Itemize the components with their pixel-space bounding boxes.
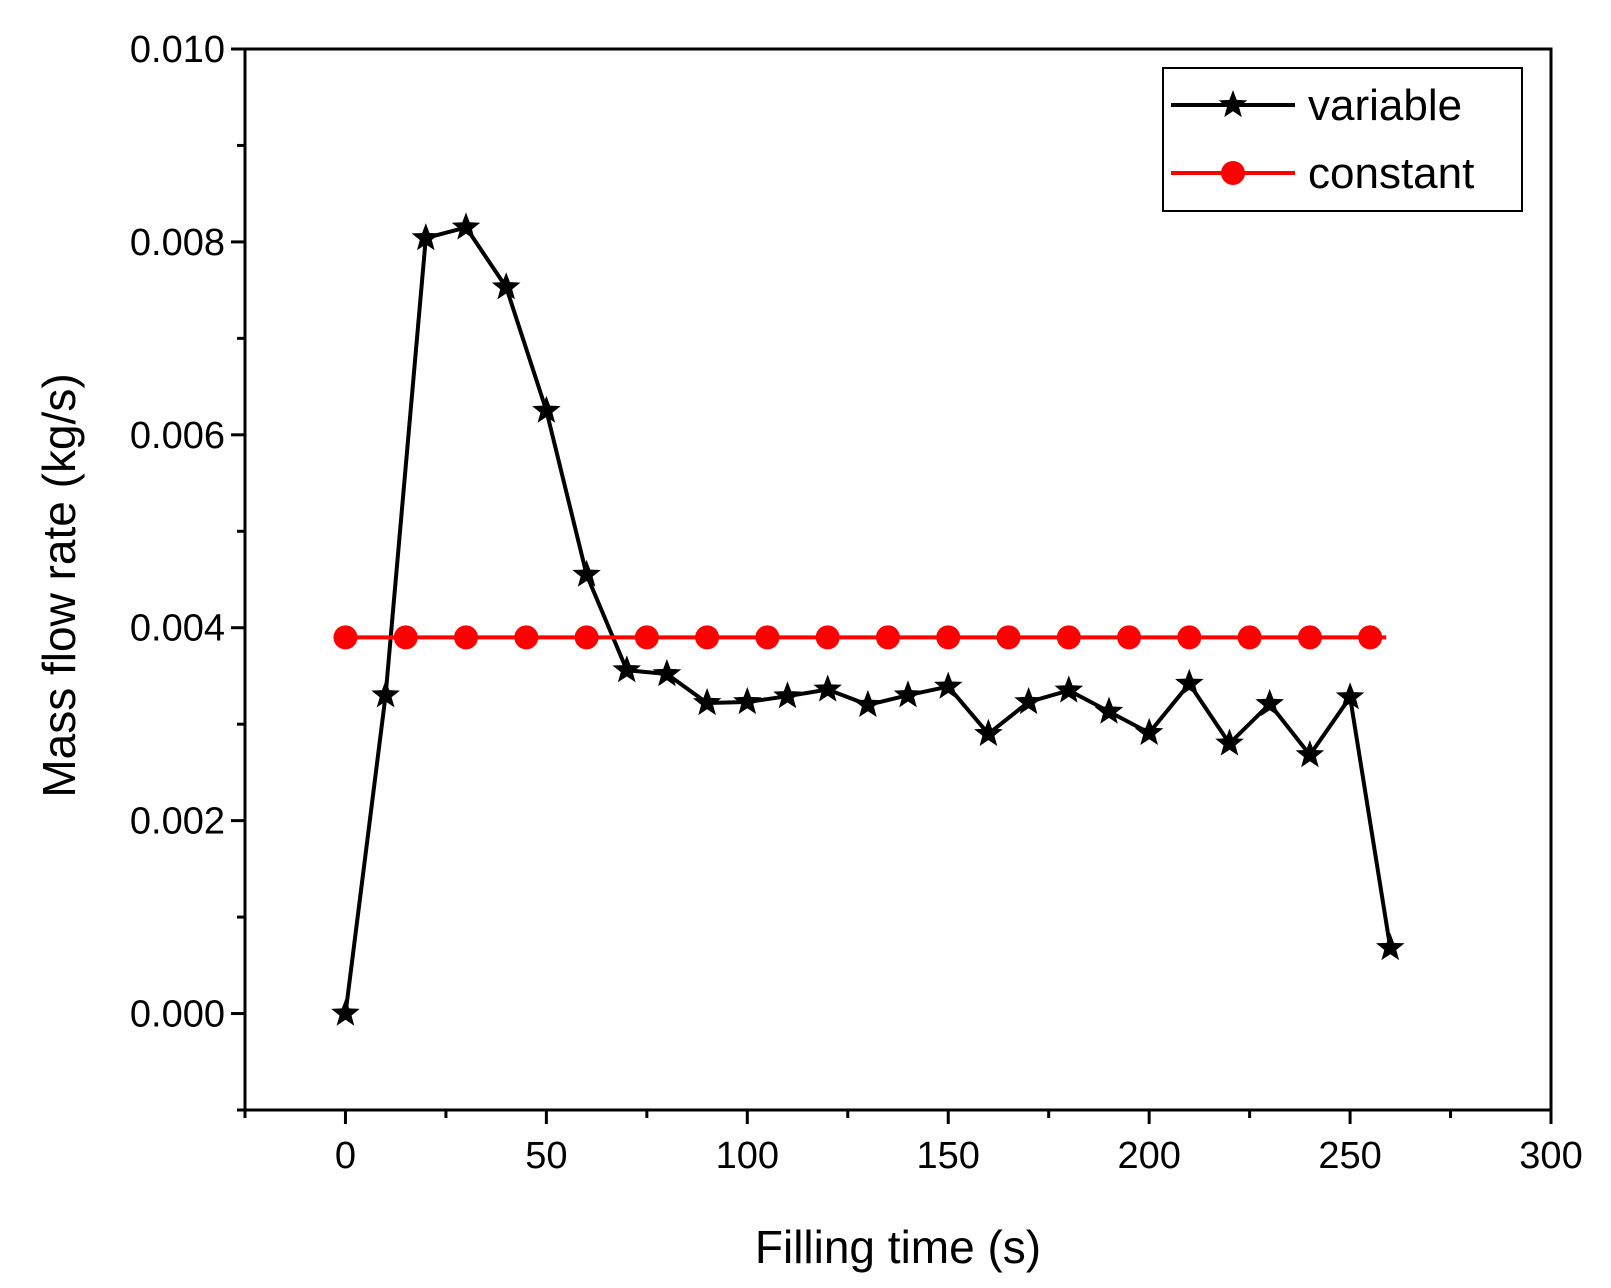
constant-point	[695, 625, 720, 650]
variable-point	[572, 559, 601, 587]
variable-point	[1255, 688, 1284, 717]
legend: variable constant	[1162, 67, 1523, 212]
legend-label-variable: variable	[1308, 81, 1462, 130]
x-tick-label: 200	[1117, 1135, 1180, 1177]
x-tick-label: 50	[525, 1135, 567, 1177]
plot-frame	[243, 47, 1553, 1112]
constant-point	[634, 625, 659, 650]
variable-point	[612, 655, 641, 683]
constant-point	[815, 625, 840, 650]
variable-point	[1335, 682, 1365, 710]
constant-point	[996, 625, 1021, 650]
constant-point	[1056, 625, 1081, 650]
variable-point	[974, 718, 1003, 746]
constant-point	[333, 625, 358, 650]
x-tick-label: 250	[1318, 1135, 1381, 1177]
variable-point	[1134, 717, 1164, 745]
variable-point	[1014, 687, 1043, 715]
variable-point	[411, 223, 441, 251]
constant-point	[393, 625, 418, 650]
y-tick-label: 0.002	[130, 801, 225, 843]
variable-line	[343, 225, 1393, 1014]
constant-point	[1358, 625, 1383, 650]
constant-point	[514, 625, 539, 650]
variable-point	[1054, 675, 1084, 703]
y-axis-title: Mass flow rate (kg/s)	[33, 373, 85, 797]
constant-point	[1297, 625, 1322, 650]
y-tick-label: 0.004	[130, 608, 225, 650]
y-tick-label: 0.000	[130, 994, 225, 1036]
constant-point	[755, 625, 780, 650]
variable-point	[371, 680, 400, 708]
constant-point	[574, 625, 599, 650]
constant-point	[875, 625, 900, 650]
plot-series	[331, 212, 1405, 1026]
legend-marker-constant	[1221, 161, 1245, 185]
variable-point	[893, 680, 923, 708]
variable-point	[813, 674, 842, 702]
variable-point	[652, 659, 682, 687]
constant-point	[1117, 625, 1142, 650]
variable-point	[1175, 668, 1204, 696]
constant-point	[454, 625, 479, 650]
variable-point	[733, 687, 762, 715]
series-constant	[333, 625, 1387, 650]
constant-point	[1177, 625, 1202, 650]
legend-marker-variable	[1218, 90, 1248, 118]
series-variable	[331, 212, 1405, 1026]
variable-point	[451, 212, 481, 240]
axes: 0 50 100 150 200 250 300 0.000 0.002 0.004 0.006 0.…	[130, 29, 1583, 1177]
y-tick-label: 0.010	[130, 29, 225, 71]
legend-label-constant: constant	[1308, 149, 1474, 198]
x-tick-label: 300	[1519, 1135, 1582, 1177]
legend-box	[1162, 67, 1523, 212]
x-tick-label: 0	[335, 1135, 356, 1177]
variable-point	[1376, 933, 1405, 961]
y-tick-label: 0.006	[130, 415, 225, 457]
variable-point	[331, 998, 360, 1026]
x-tick-label: 150	[917, 1135, 980, 1177]
variable-point	[532, 395, 561, 423]
x-axis-title: Filling time (s)	[755, 1221, 1041, 1273]
y-tick-label: 0.008	[130, 222, 225, 264]
constant-point	[936, 625, 961, 650]
variable-point	[1094, 696, 1124, 724]
variable-point	[1215, 728, 1244, 756]
variable-point	[1295, 740, 1325, 768]
variable-point	[934, 671, 963, 699]
variable-point	[773, 681, 802, 709]
constant-point	[1237, 625, 1262, 650]
x-tick-label: 100	[716, 1135, 779, 1177]
variable-point	[692, 688, 722, 716]
variable-point	[853, 689, 883, 717]
variable-point	[491, 272, 521, 300]
